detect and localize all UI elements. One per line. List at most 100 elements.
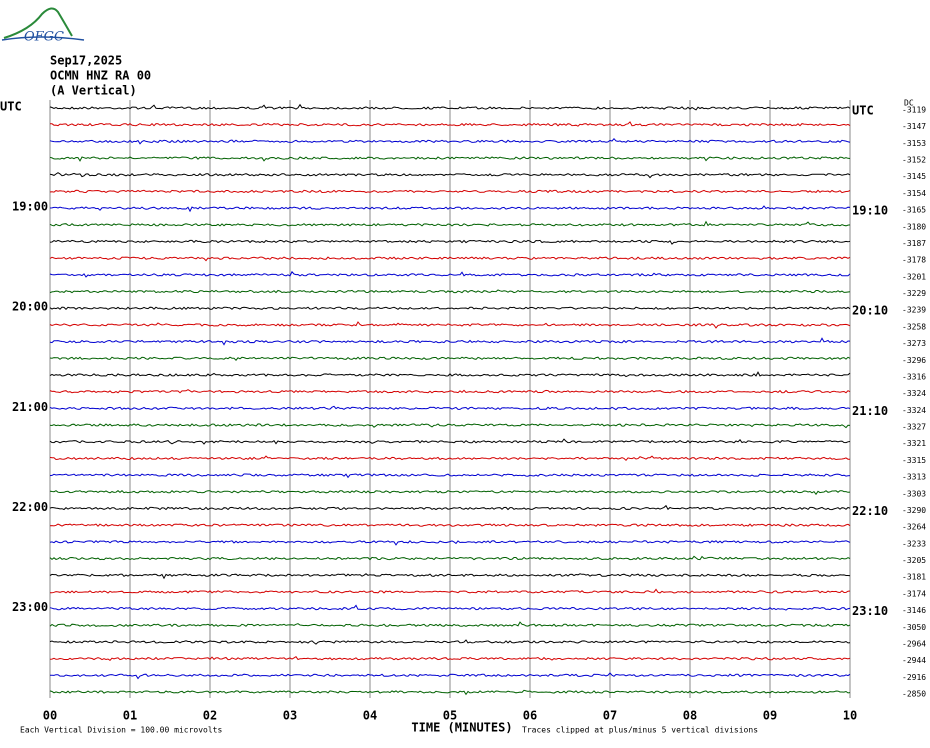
trace [49, 270, 851, 278]
logo-mark [3, 7, 73, 39]
scale-note: Each Vertical Division = 100.00 microvol… [20, 726, 222, 735]
dc-label: DC [904, 99, 914, 108]
dc-offset: -3315 [902, 456, 926, 465]
logo-text: OFGC [24, 30, 64, 45]
date: Sep17,2025 [50, 54, 122, 68]
dc-offset: -3180 [902, 222, 926, 231]
dc-offset: -2964 [902, 639, 926, 648]
trace [49, 156, 851, 162]
dc-offset: -3165 [902, 206, 926, 215]
trace [49, 604, 851, 611]
trace [49, 540, 851, 546]
time-label-left: 21:00 [12, 400, 48, 414]
dc-offset: -3154 [902, 189, 926, 198]
dc-offset: -3145 [902, 172, 926, 181]
x-tick-label: 06 [523, 709, 537, 723]
dc-offset: -3201 [902, 272, 926, 281]
dc-offset: -3327 [902, 423, 926, 432]
dc-offset: -3152 [902, 156, 926, 165]
dc-offset: -3181 [902, 573, 926, 582]
time-label-right: 22:10 [852, 504, 888, 518]
time-label-left: 22:00 [12, 500, 48, 514]
trace [49, 306, 851, 310]
trace [49, 555, 851, 561]
trace [49, 504, 851, 511]
dc-offset: -3290 [902, 506, 926, 515]
trace [49, 137, 851, 145]
trace [49, 523, 851, 527]
dc-offset: -3119 [902, 106, 926, 115]
trace [49, 205, 851, 213]
trace [49, 639, 851, 645]
trace [49, 656, 851, 661]
trace [49, 337, 851, 346]
trace [49, 455, 851, 462]
logo: OFGC [1, 7, 85, 45]
trace [49, 621, 851, 628]
dc-offset: -3146 [902, 606, 926, 615]
trace [49, 473, 851, 479]
dc-offset: -3174 [902, 589, 926, 598]
trace [49, 172, 851, 179]
logo-wave [1, 36, 85, 41]
trace [49, 490, 851, 496]
x-tick-label: 04 [363, 709, 377, 723]
x-axis-title: TIME (MINUTES) [411, 721, 512, 735]
x-tick-label: 07 [603, 709, 617, 723]
dc-offset: -3316 [902, 372, 926, 381]
clip-note: Traces clipped at plus/minus 5 vertical … [522, 726, 758, 735]
trace [49, 220, 851, 227]
dc-offset: -3321 [902, 439, 926, 448]
trace [49, 189, 851, 194]
trace [49, 438, 851, 445]
time-label-left: 23:00 [12, 600, 48, 614]
trace [50, 588, 851, 594]
dc-offset: -2944 [902, 656, 926, 665]
x-tick-label: 05 [443, 709, 457, 723]
dc-offset: -3324 [902, 406, 926, 415]
trace [49, 689, 851, 696]
dc-offset: -3324 [902, 389, 926, 398]
dc-offset: -2850 [902, 690, 926, 699]
trace [49, 103, 851, 111]
trace [49, 256, 851, 262]
time-label-right: 20:10 [852, 304, 888, 318]
time-label-left: 19:00 [12, 200, 48, 214]
dc-offset: -3313 [902, 473, 926, 482]
dc-offset: -3153 [902, 139, 926, 148]
dc-offset: -3296 [902, 356, 926, 365]
trace [49, 289, 851, 294]
dc-offset: -3205 [902, 556, 926, 565]
x-tick-label: 10 [843, 709, 857, 723]
station: OCMN HNZ RA 00 [50, 69, 151, 83]
time-label-right: UTC [852, 104, 874, 118]
x-tick-label: 09 [763, 709, 777, 723]
dc-offset: -3258 [902, 322, 926, 331]
trace [50, 672, 851, 680]
trace [49, 121, 851, 127]
dc-offset: -3147 [902, 122, 926, 131]
x-tick-label: 03 [283, 709, 297, 723]
dc-offset: -3233 [902, 539, 926, 548]
time-label-right: 19:10 [852, 204, 888, 218]
component: (A Vertical) [50, 84, 137, 98]
dc-offset: -3303 [902, 489, 926, 498]
time-label-right: 21:10 [852, 404, 888, 418]
x-tick-label: 01 [123, 709, 137, 723]
dc-offset: -3229 [902, 289, 926, 298]
time-label-left: UTC [0, 100, 22, 114]
time-label-right: 23:10 [852, 604, 888, 618]
dc-offset: -3264 [902, 523, 926, 532]
dc-offset: -3273 [902, 339, 926, 348]
x-tick-label: 00 [43, 709, 57, 723]
x-tick-label: 02 [203, 709, 217, 723]
time-label-left: 20:00 [12, 300, 48, 314]
trace [49, 389, 851, 394]
dc-offset: -3239 [902, 306, 926, 315]
trace [49, 371, 851, 378]
dc-offset: -3050 [902, 623, 926, 632]
x-tick-label: 08 [683, 709, 697, 723]
trace [49, 356, 851, 361]
trace [49, 423, 851, 429]
